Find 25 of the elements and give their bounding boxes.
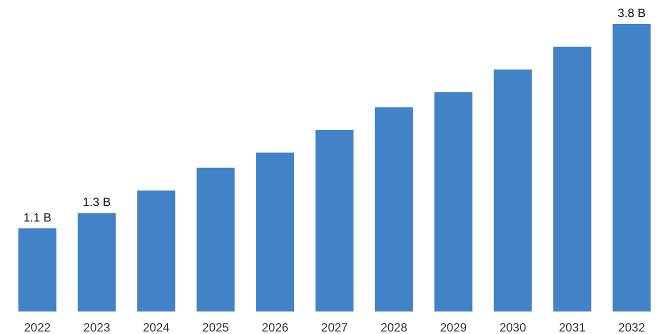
x-tick-label: 2025 xyxy=(202,320,230,334)
x-tick-label: 2029 xyxy=(440,320,468,334)
bar xyxy=(18,228,56,312)
x-tick-label: 2022 xyxy=(24,320,52,334)
x-tick-label: 2031 xyxy=(558,320,586,334)
bar xyxy=(374,107,413,312)
x-tick-label: 2027 xyxy=(321,320,348,334)
x-tick-label: 2023 xyxy=(83,320,110,334)
bar xyxy=(315,130,354,312)
x-tick-label: 2024 xyxy=(142,320,170,334)
data-label: 3.8 B xyxy=(618,6,646,20)
bar xyxy=(612,24,651,312)
bar xyxy=(78,213,116,312)
bar xyxy=(256,152,294,312)
bar xyxy=(434,92,472,312)
x-tick-label: 2028 xyxy=(380,320,408,334)
data-label: 1.3 B xyxy=(82,195,111,210)
x-tick-label: 2026 xyxy=(262,320,289,334)
bar xyxy=(137,190,176,312)
x-tick-label: 2030 xyxy=(499,320,526,334)
bar xyxy=(553,46,592,312)
bar xyxy=(494,69,532,312)
x-tick-label: 2032 xyxy=(618,320,646,334)
data-label: 1.1 B xyxy=(23,210,52,224)
bar xyxy=(196,168,235,312)
